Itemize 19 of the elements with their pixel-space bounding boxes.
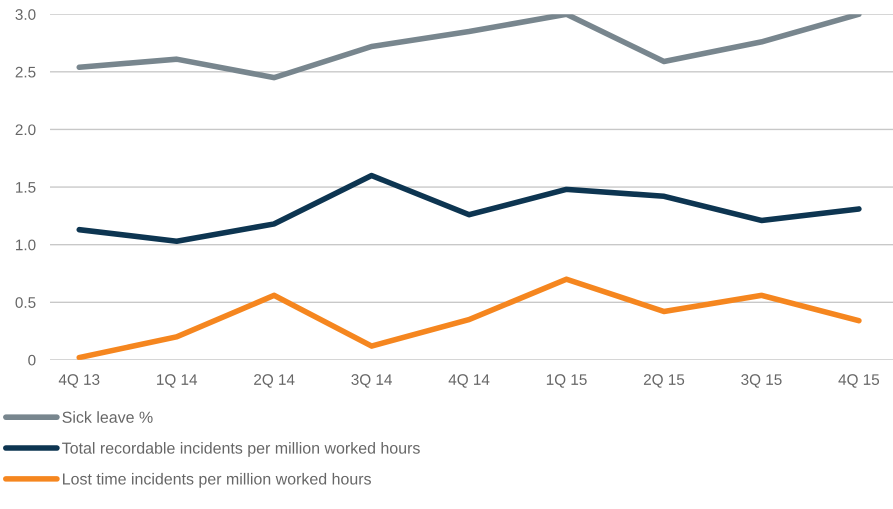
y-tick-label: 1.5 <box>16 182 36 193</box>
x-tick-label: 3Q 15 <box>741 374 782 388</box>
legend-label: Total recordable incidents per million worked hours <box>62 442 420 457</box>
x-tick-label: 1Q 15 <box>546 374 587 388</box>
y-tick-label: 0 <box>28 354 36 366</box>
y-tick-label: 3.0 <box>15 9 36 20</box>
legend-label: Lost time incidents per million worked hours <box>63 472 371 488</box>
x-tick-label: 2Q 15 <box>644 374 684 388</box>
legend-label: Sick leave % <box>62 411 153 423</box>
x-tick-label: 4Q 13 <box>58 374 100 388</box>
x-tick-label: 1Q 14 <box>157 374 198 388</box>
x-tick-label: 4Q 15 <box>838 374 880 388</box>
y-tick-label: 2.0 <box>16 124 36 136</box>
y-tick-label: 0.5 <box>15 297 36 308</box>
y-tick-label: 1.0 <box>16 240 36 250</box>
x-tick-label: 4Q 14 <box>448 374 490 388</box>
x-tick-label: 2Q 14 <box>254 374 295 388</box>
y-tick-label: 2.5 <box>16 66 36 78</box>
x-tick-label: 3Q 14 <box>351 374 392 388</box>
